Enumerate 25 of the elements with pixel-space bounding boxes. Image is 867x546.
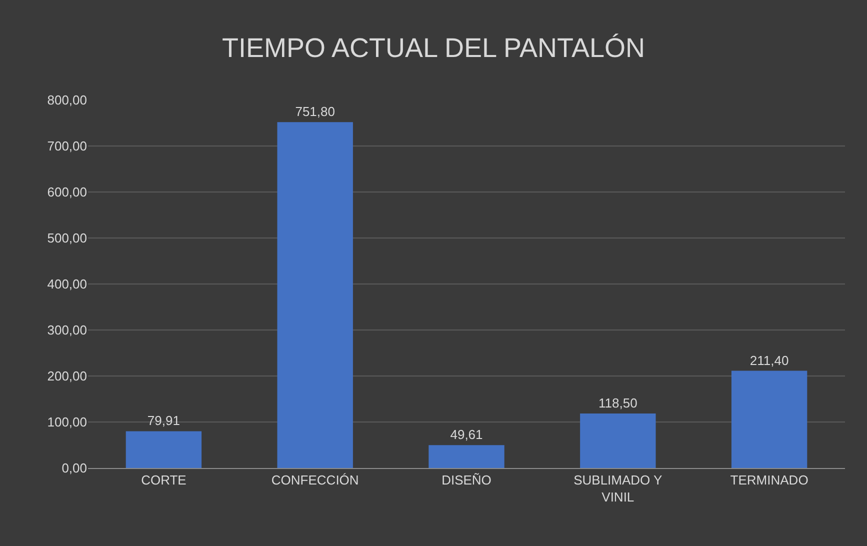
y-tick-label: 100,00 — [47, 414, 87, 430]
y-tick-label: 700,00 — [47, 138, 87, 154]
data-label: 49,61 — [450, 427, 483, 442]
bar — [126, 431, 202, 468]
data-label: 211,40 — [750, 352, 789, 368]
y-tick-label: 600,00 — [47, 184, 87, 200]
x-tick-label: CONFECCIÓN — [271, 472, 359, 488]
chart-title: TIEMPO ACTUAL DEL PANTALÓN — [222, 33, 646, 64]
data-label: 79,91 — [147, 413, 180, 428]
bar — [580, 413, 656, 468]
bar — [428, 445, 504, 468]
bar — [731, 370, 808, 468]
x-tick-label: CORTE — [141, 472, 187, 488]
data-label: 118,50 — [598, 395, 638, 410]
data-label: 751,80 — [295, 104, 335, 120]
x-tick-label: SUBLIMADO Y VINIL — [574, 472, 663, 504]
y-tick-label: 400,00 — [47, 276, 87, 292]
x-tick-label: DISEÑO — [442, 472, 492, 488]
x-tick-label: TERMINADO — [730, 472, 808, 488]
y-tick-label: 200,00 — [47, 368, 87, 384]
y-tick-label: 800,00 — [47, 92, 87, 108]
y-tick-label: 500,00 — [47, 230, 87, 246]
bar — [277, 122, 353, 468]
y-tick-label: 300,00 — [47, 322, 87, 338]
y-tick-label: 0,00 — [62, 460, 87, 476]
